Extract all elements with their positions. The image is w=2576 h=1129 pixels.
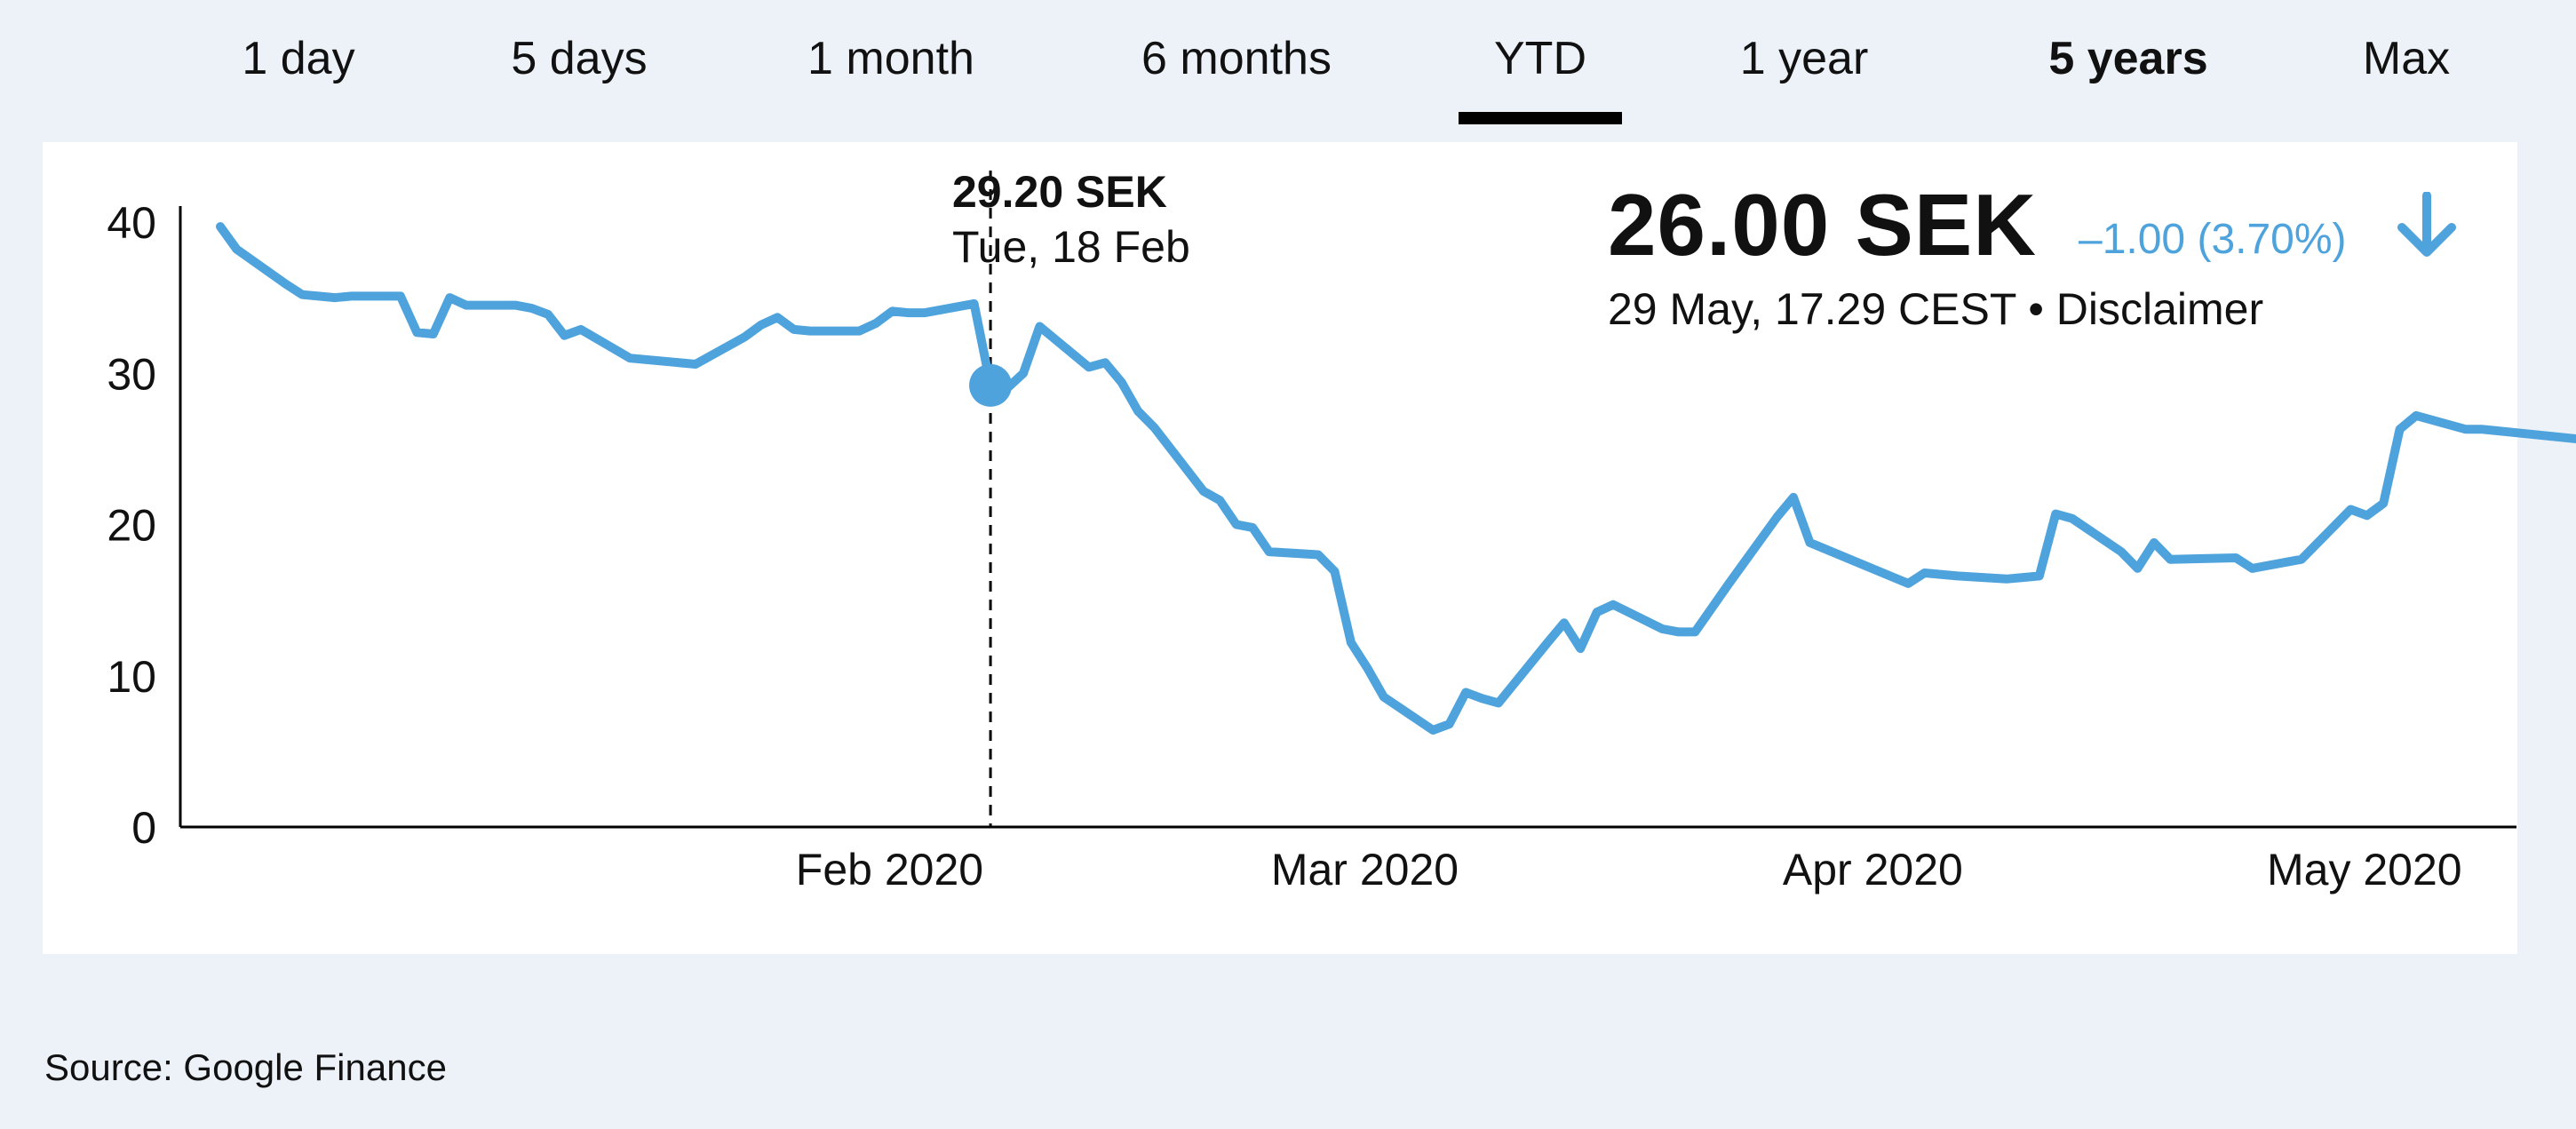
tab-ytd[interactable]: YTD bbox=[1494, 33, 1586, 84]
quote-timestamp[interactable]: 29 May, 17.29 CEST • Disclaimer bbox=[1608, 284, 2264, 334]
y-tick-label: 10 bbox=[107, 652, 156, 702]
price-series-line bbox=[216, 222, 2576, 735]
y-tick-label: 30 bbox=[107, 349, 156, 399]
tab-6-months[interactable]: 6 months bbox=[1141, 33, 1332, 84]
y-tick-label: 40 bbox=[107, 198, 156, 248]
tab-1-year[interactable]: 1 year bbox=[1739, 33, 1869, 84]
x-axis-ticks: Feb 2020 Mar 2020 Apr 2020 May 2020 bbox=[796, 845, 2462, 894]
hover-point-marker bbox=[969, 363, 1013, 407]
x-tick-label: May 2020 bbox=[2267, 845, 2462, 894]
current-price: 26.00 SEK bbox=[1608, 176, 2037, 274]
tab-5-days[interactable]: 5 days bbox=[511, 33, 648, 84]
arrow-down-icon bbox=[2397, 192, 2456, 257]
time-range-tabs: 1 day 5 days 1 month 6 months YTD 1 year… bbox=[0, 0, 2576, 133]
tab-max[interactable]: Max bbox=[2362, 33, 2451, 84]
y-tick-label: 0 bbox=[131, 803, 156, 853]
y-axis-ticks: 0 10 20 30 40 bbox=[107, 198, 156, 853]
tab-1-day[interactable]: 1 day bbox=[242, 33, 355, 84]
x-tick-label: Apr 2020 bbox=[1783, 845, 1963, 894]
tooltip-date: Tue, 18 Feb bbox=[952, 222, 1190, 272]
selected-tab-indicator bbox=[1459, 112, 1622, 124]
tab-1-month[interactable]: 1 month bbox=[807, 33, 974, 84]
source-note: Source: Google Finance bbox=[44, 1046, 447, 1088]
y-tick-label: 20 bbox=[107, 501, 156, 551]
tab-5-years[interactable]: 5 years bbox=[2048, 33, 2208, 84]
x-tick-label: Mar 2020 bbox=[1271, 845, 1459, 894]
x-tick-label: Feb 2020 bbox=[796, 845, 983, 894]
tooltip-price: 29.20 SEK bbox=[952, 167, 1167, 217]
price-change: –1.00 (3.70%) bbox=[2079, 216, 2347, 263]
